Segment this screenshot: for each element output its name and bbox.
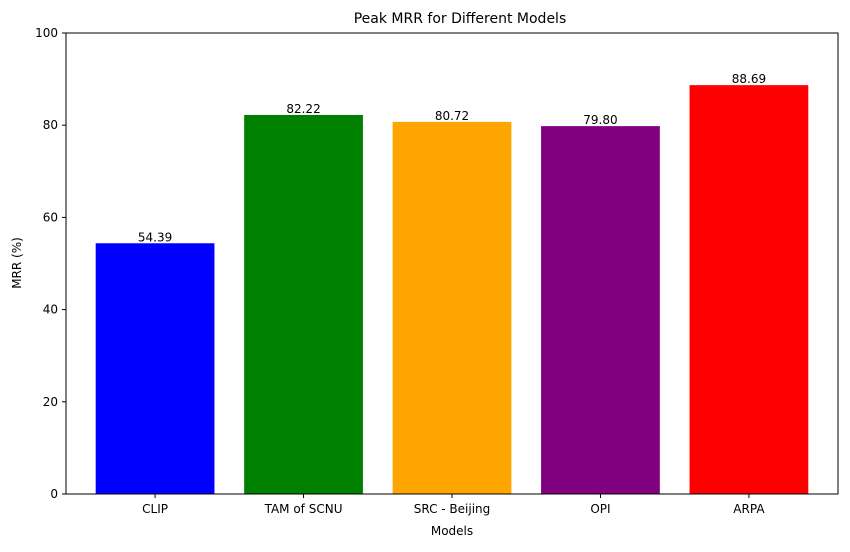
bar-3: [541, 126, 660, 494]
data-label-0: 54.39: [138, 230, 172, 244]
y-axis-label: MRR (%): [10, 237, 24, 289]
data-label-2: 80.72: [435, 109, 469, 123]
x-tick-label-4: ARPA: [733, 502, 765, 516]
y-tick-label-0: 0: [50, 487, 58, 501]
y-tick-label-1: 20: [43, 395, 58, 409]
x-axis-label: Models: [431, 524, 473, 538]
bar-2: [392, 121, 512, 494]
y-axis: 0 20 40 60 80 100: [35, 26, 66, 501]
x-tick-label-0: CLIP: [142, 502, 168, 516]
x-tick-label-1: TAM of SCNU: [264, 502, 343, 516]
plot-frame: [65, 32, 839, 495]
bar-1: [244, 114, 363, 495]
chart-title: Peak MRR for Different Models: [354, 11, 567, 27]
data-label-3: 79.80: [583, 113, 617, 127]
data-label-1: 82.22: [286, 102, 320, 116]
data-labels-group: 54.39 82.22 80.72 79.80 88.69: [138, 72, 766, 244]
bar-4: [689, 85, 809, 494]
y-tick-label-4: 80: [43, 118, 58, 132]
y-tick-label-3: 60: [43, 210, 58, 224]
bar-0: [95, 243, 215, 494]
x-axis: CLIP TAM of SCNU SRC - Beijing OPI ARPA: [142, 494, 765, 516]
bars-group: [95, 85, 809, 495]
y-tick-label-5: 100: [35, 26, 58, 40]
x-tick-label-2: SRC - Beijing: [414, 502, 491, 516]
y-tick-label-2: 40: [43, 303, 58, 317]
x-tick-label-3: OPI: [590, 502, 610, 516]
data-label-4: 88.69: [732, 72, 766, 86]
